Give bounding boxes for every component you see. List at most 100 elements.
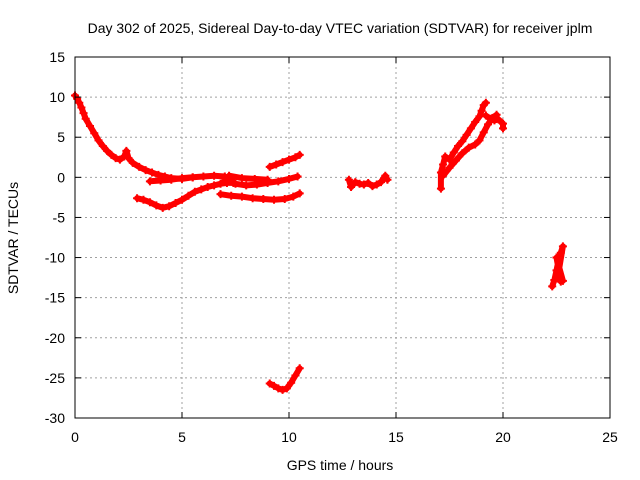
data-point <box>295 189 304 198</box>
data-point <box>471 140 480 149</box>
data-point <box>272 160 281 169</box>
y-tick-label: -30 <box>45 410 65 426</box>
data-point <box>351 178 360 187</box>
data-point <box>278 158 287 167</box>
data-point <box>122 146 131 155</box>
data-point <box>178 174 186 183</box>
data-point <box>79 109 88 118</box>
data-point <box>359 180 368 189</box>
data-point <box>265 379 274 388</box>
data-point <box>449 148 458 157</box>
data-point <box>481 111 490 120</box>
data-point <box>481 98 490 107</box>
series-mid-band-upper <box>225 171 272 184</box>
data-point <box>486 114 495 123</box>
data-point <box>135 162 144 171</box>
y-tick-label: -15 <box>45 290 65 306</box>
data-point <box>554 267 563 276</box>
series-plateau-19-20 <box>481 111 507 133</box>
data-point <box>81 114 90 123</box>
grid-lines <box>75 57 610 418</box>
series-main-decay <box>71 91 236 183</box>
data-point <box>454 142 463 151</box>
data-point <box>458 137 467 146</box>
data-point <box>139 195 148 204</box>
data-point <box>165 202 174 211</box>
data-point <box>227 191 236 200</box>
data-point <box>148 168 157 177</box>
series-lower-dip <box>133 178 238 212</box>
data-point <box>263 175 272 184</box>
data-point <box>377 178 386 187</box>
data-point <box>368 182 377 191</box>
data-point <box>439 171 448 180</box>
data-point <box>458 149 467 158</box>
data-point <box>188 173 197 182</box>
data-point <box>436 184 445 193</box>
data-point <box>145 198 154 207</box>
data-point <box>199 172 208 181</box>
y-axis-title: SDTVAR / TECUs <box>5 182 21 294</box>
data-point <box>464 143 473 152</box>
data-point <box>154 170 163 179</box>
data-point <box>347 182 356 191</box>
data-point <box>441 152 450 161</box>
data-point <box>285 155 293 164</box>
data-point <box>145 177 154 186</box>
data-point <box>548 282 557 291</box>
data-point <box>475 136 484 145</box>
y-tick-label: -25 <box>45 370 65 386</box>
data-point <box>291 153 300 162</box>
series-rise-17-19 <box>436 98 490 193</box>
data-point <box>216 190 225 199</box>
y-tick-label: 10 <box>49 89 65 105</box>
series-lower-band <box>216 189 304 204</box>
data-point <box>156 176 165 185</box>
data-point <box>270 195 279 204</box>
data-point <box>477 106 486 115</box>
data-point <box>445 163 454 172</box>
data-point <box>471 117 480 126</box>
data-point <box>439 160 448 169</box>
plot-frame <box>74 56 611 419</box>
x-tick-label: 15 <box>388 429 404 445</box>
series-trace <box>226 172 271 183</box>
data-point <box>210 171 219 180</box>
data-point <box>274 177 283 186</box>
y-tick-label: -10 <box>45 250 65 266</box>
data-point <box>556 277 565 286</box>
data-point <box>237 174 246 183</box>
data-point <box>270 381 279 390</box>
x-tick-label: 10 <box>281 429 297 445</box>
data-point <box>115 155 124 164</box>
data-point <box>552 253 561 262</box>
data-point <box>550 276 559 285</box>
data-point <box>158 203 167 212</box>
data-point <box>225 171 234 180</box>
series-short-rise <box>265 150 304 171</box>
y-tick-label: -20 <box>45 330 65 346</box>
data-point <box>111 154 120 163</box>
x-tick-label: 0 <box>71 429 79 445</box>
data-point <box>451 156 460 165</box>
data-point <box>558 242 567 251</box>
data-point <box>107 150 116 159</box>
data-point <box>77 103 86 112</box>
data-point <box>289 192 298 201</box>
data-point <box>178 195 186 204</box>
series-cluster-13-15 <box>344 171 392 191</box>
data-point <box>98 142 107 151</box>
data-point <box>293 172 302 181</box>
data-point <box>556 248 565 257</box>
x-axis-ticks: 0 5 10 15 20 25 <box>71 57 618 445</box>
x-tick-label: 5 <box>178 429 186 445</box>
data-point <box>167 175 176 184</box>
data-point <box>220 176 229 185</box>
data-point <box>73 94 82 103</box>
data-point <box>372 180 381 189</box>
y-tick-label: 15 <box>49 49 65 65</box>
series-main-upper-band <box>145 173 197 186</box>
x-axis-title: GPS time / hours <box>287 457 394 473</box>
data-point <box>242 181 251 190</box>
